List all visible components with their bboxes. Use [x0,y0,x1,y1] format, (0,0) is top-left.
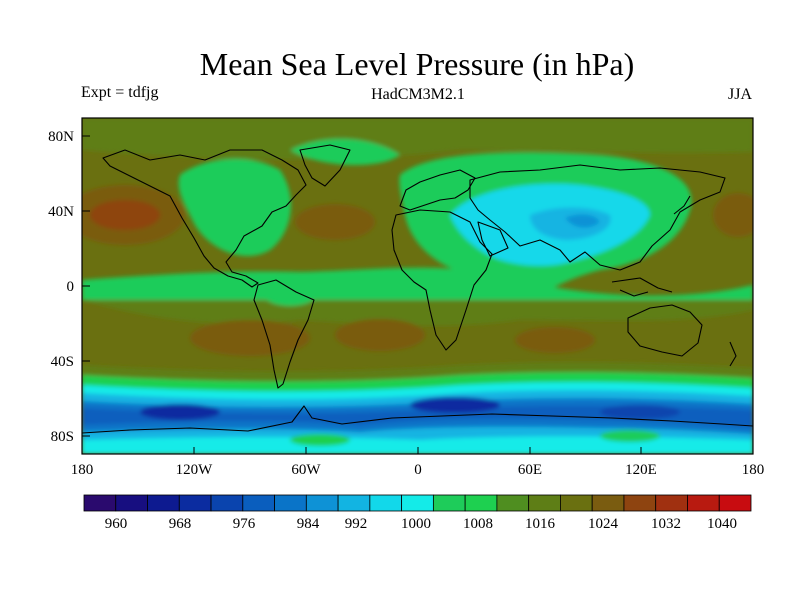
colorbar-label: 976 [233,516,256,532]
colorbar-swatch [528,494,561,512]
colorbar-swatch [687,494,720,512]
colorbar-swatch [274,494,307,512]
colorbar-swatch [210,494,244,512]
colorbar-swatch [178,494,212,512]
colorbar-label: 1016 [525,516,556,532]
lon-tick-label: 0 [414,462,422,478]
colorbar-swatch [305,494,339,512]
colorbar [83,494,752,512]
lon-tick-label: 60W [291,462,321,478]
lon-tick-label: 120W [176,462,214,478]
coastlines [82,144,753,434]
colorbar-label: 1040 [707,516,737,532]
colorbar-label: 992 [345,516,368,532]
colorbar-label: 968 [169,516,192,532]
colorbar-swatch [464,494,498,512]
colorbar-label: 984 [297,516,320,532]
lat-tick-label: 0 [67,279,75,295]
colorbar-swatch [623,494,657,512]
lat-tick-label: 40N [48,204,74,220]
experiment-label: Expt = tdfjg [81,84,159,101]
colorbar-label: 1032 [651,516,681,532]
season-label: JJA [727,86,752,103]
colorbar-swatch [147,494,180,512]
colorbar-swatch [432,494,466,512]
colorbar-swatch [369,494,403,512]
colorbar-label: 1000 [401,516,431,532]
colorbar-label: 1024 [588,516,619,532]
colorbar-swatch [242,494,275,512]
lon-axis: 180 120W 60W 0 60E 120E 180 [71,447,765,478]
colorbar-swatch [560,494,593,512]
colorbar-label: 1008 [463,516,493,532]
lon-tick-label: 120E [625,462,657,478]
colorbar-labels: 960 968 976 984 992 1000 1008 1016 1024 … [105,516,737,532]
lon-tick-label: 180 [71,462,94,478]
chart-title: Mean Sea Level Pressure (in hPa) [199,46,635,82]
colorbar-label: 960 [105,516,128,532]
lat-tick-label: 80S [51,429,74,445]
lat-axis: 80N 40N 0 40S 80S [48,129,90,445]
lat-tick-label: 80N [48,129,74,145]
colorbar-swatch [83,494,117,512]
colorbar-swatch [337,494,371,512]
colorbar-swatch [718,494,752,512]
lat-tick-label: 40S [51,354,74,370]
model-label: HadCM3M2.1 [371,86,465,103]
pressure-field [82,118,753,454]
colorbar-swatch [496,494,530,512]
lon-tick-label: 180 [742,462,765,478]
colorbar-swatch [655,494,688,512]
lon-tick-label: 60E [518,462,542,478]
colorbar-swatch [591,494,625,512]
colorbar-swatch [115,494,148,512]
colorbar-swatch [401,494,434,512]
